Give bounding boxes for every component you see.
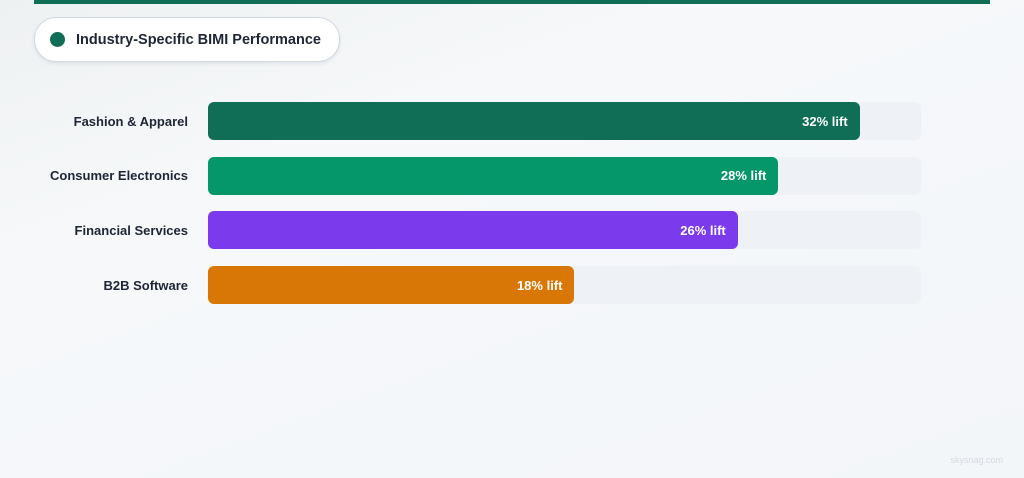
bar-row-financial-services: Financial Services 26% lift bbox=[0, 211, 1024, 250]
bar-label: Consumer Electronics bbox=[50, 168, 188, 184]
bar-label: B2B Software bbox=[103, 277, 188, 293]
bar-value: 28% lift bbox=[720, 168, 767, 184]
chart-title: Industry-Specific BIMI Performance bbox=[76, 31, 321, 48]
bar-row-consumer-electronics: Consumer Electronics 28% lift bbox=[0, 156, 1024, 195]
bar-label: Fashion & Apparel bbox=[73, 113, 188, 129]
bar-value: 26% lift bbox=[680, 222, 726, 238]
bar-track: 26% lift bbox=[208, 211, 921, 250]
watermark: skysnag.com bbox=[950, 455, 1003, 465]
bar-track: 28% lift bbox=[208, 156, 921, 195]
bar-label: Financial Services bbox=[74, 222, 188, 238]
bar-track: 18% lift bbox=[208, 266, 921, 305]
bar-value: 18% lift bbox=[516, 277, 563, 293]
bar-track: 32% lift bbox=[208, 102, 921, 140]
title-dot-icon bbox=[50, 32, 65, 47]
bar-value: 32% lift bbox=[802, 113, 848, 129]
bar-fill: 18% lift bbox=[208, 266, 575, 305]
bar-chart: Fashion & Apparel 32% lift Consumer Elec… bbox=[0, 102, 1024, 321]
top-accent-bar bbox=[34, 0, 990, 4]
bar-row-b2b-software: B2B Software 18% lift bbox=[0, 266, 1024, 305]
chart-title-badge: Industry-Specific BIMI Performance bbox=[34, 17, 340, 62]
bar-fill: 32% lift bbox=[208, 102, 860, 140]
bar-row-fashion-apparel: Fashion & Apparel 32% lift bbox=[0, 102, 1024, 140]
bar-fill: 28% lift bbox=[208, 156, 779, 195]
bar-fill: 26% lift bbox=[208, 211, 738, 250]
